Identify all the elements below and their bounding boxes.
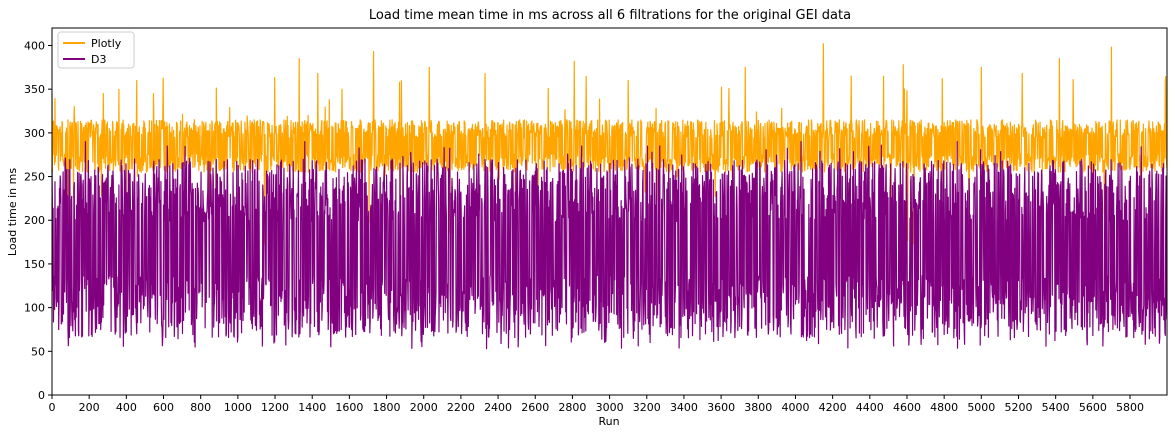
x-tick-label: 4600 (893, 401, 921, 414)
y-tick-label: 100 (24, 302, 45, 315)
x-tick-label: 5200 (1004, 401, 1032, 414)
x-tick-label: 2000 (410, 401, 438, 414)
x-tick-label: 2800 (558, 401, 586, 414)
x-tick-label: 4200 (819, 401, 847, 414)
x-tick-label: 1600 (335, 401, 363, 414)
y-tick-label: 300 (24, 127, 45, 140)
series-line-d3 (51, 141, 1168, 350)
x-tick-label: 3400 (670, 401, 698, 414)
legend-label-plotly: Plotly (91, 37, 122, 50)
x-tick-label: 4400 (856, 401, 884, 414)
x-axis-title: Run (598, 415, 619, 428)
x-tick-label: 3200 (633, 401, 661, 414)
series-layer (51, 43, 1168, 350)
y-tick-label: 400 (24, 39, 45, 52)
x-tick-label: 5800 (1116, 401, 1144, 414)
x-tick-label: 1200 (261, 401, 289, 414)
x-tick-label: 5000 (967, 401, 995, 414)
x-tick-label: 0 (49, 401, 56, 414)
y-tick-label: 350 (24, 83, 45, 96)
x-tick-label: 5600 (1079, 401, 1107, 414)
x-tick-label: 3600 (707, 401, 735, 414)
x-tick-label: 1400 (298, 401, 326, 414)
x-tick-label: 4800 (930, 401, 958, 414)
x-tick-label: 2400 (484, 401, 512, 414)
x-tick-label: 4000 (781, 401, 809, 414)
x-tick-label: 800 (190, 401, 211, 414)
x-tick-label: 3000 (596, 401, 624, 414)
x-tick-label: 1800 (373, 401, 401, 414)
x-tick-label: 2600 (521, 401, 549, 414)
x-tick-label: 3800 (744, 401, 772, 414)
y-tick-label: 200 (24, 214, 45, 227)
axes-layer: 0 200 400 600 800 1000 1200 1400 1600 1800 2000 220… (24, 27, 1168, 414)
x-tick-label: 5400 (1042, 401, 1070, 414)
y-tick-label: 250 (24, 171, 45, 184)
x-tick-label: 400 (116, 401, 137, 414)
x-tick-label: 2200 (447, 401, 475, 414)
x-tick-label: 600 (153, 401, 174, 414)
x-tick-label: 1000 (224, 401, 252, 414)
chart-title: Load time mean time in ms across all 6 f… (369, 8, 851, 23)
x-tick-label: 200 (79, 401, 100, 414)
y-axis-title: Load time in ms (6, 168, 19, 256)
y-tick-label: 150 (24, 258, 45, 271)
legend-label-d3: D3 (91, 53, 106, 66)
y-tick-label: 0 (38, 389, 45, 402)
y-tick-label: 50 (31, 345, 45, 358)
series-line-plotly (51, 43, 1168, 251)
legend: Plotly D3 (57, 31, 135, 69)
